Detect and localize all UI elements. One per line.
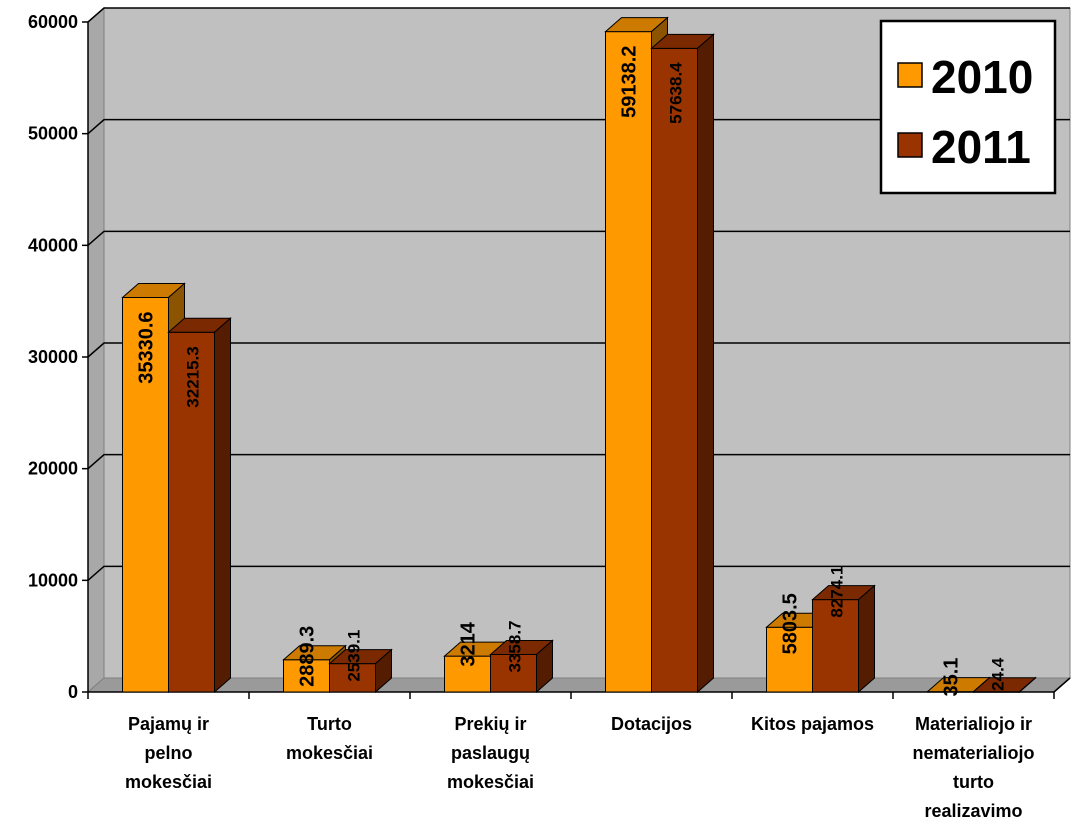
bar-front [329, 663, 376, 693]
bar-2011-2 [489, 639, 554, 694]
data-label: 57638.4 [667, 62, 686, 124]
category-labels: Pajamų ir pelno mokesčiai Turto mokesčiai Pre… [125, 714, 1035, 821]
bar-front [651, 47, 698, 693]
data-label: 5803.5 [780, 593, 802, 654]
gridline [87, 565, 1070, 581]
bar-front [605, 31, 652, 693]
y-tick-label: 20000 [28, 459, 78, 479]
bar-side [1019, 676, 1036, 694]
gridlines [87, 7, 1070, 581]
tick-labels: 0 10000 20000 30000 40000 50000 60000 [28, 12, 78, 702]
bar-2011-3 [650, 33, 715, 694]
bar-2011-1 [328, 648, 393, 694]
data-label: 35330.6 [136, 311, 158, 383]
gridline [87, 118, 1070, 135]
y-tick-label: 40000 [28, 235, 78, 255]
data-labels: 35330.6 32215.3 2889.3 2539.1 3214 3358.7 5913… [136, 46, 1008, 697]
bar-2011-0 [167, 317, 232, 694]
gridline [87, 453, 1070, 470]
bars [121, 16, 1037, 694]
bar-front [490, 653, 537, 693]
x-category-label: Materialiojo ir nematerialiojo turto realiz… [912, 714, 1034, 821]
legend-swatch [897, 62, 923, 88]
x-axis-end [1053, 677, 1071, 693]
legend-swatch [897, 132, 923, 158]
x-category-label: Pajamų ir pelno mokesčiai [125, 714, 212, 792]
bar-2011-5 [972, 676, 1037, 694]
bar-front [168, 331, 215, 693]
bar-side [697, 33, 714, 694]
data-label: 32215.3 [184, 346, 203, 407]
gridline [87, 7, 1070, 23]
y-tick-label: 50000 [28, 124, 78, 144]
x-category-label: Dotacijos [611, 714, 692, 734]
legend-box [879, 19, 1057, 195]
data-label: 3214 [458, 621, 480, 666]
bar-side [214, 317, 231, 694]
bar-front [283, 659, 330, 693]
data-label: 35.1 [941, 658, 963, 697]
y-tick-label: 0 [68, 682, 78, 702]
gridline [87, 342, 1070, 358]
bar-front [122, 296, 169, 693]
axes [82, 21, 1071, 699]
bar-side [536, 639, 553, 694]
data-label: 3358.7 [506, 620, 525, 672]
bar-2011-4 [811, 584, 876, 694]
legend: 2010 2011 [879, 19, 1057, 195]
x-category-label: Prekių ir paslaugų mokesčiai [447, 714, 534, 792]
x-category-label: Turto mokesčiai [286, 714, 373, 763]
y-tick-label: 60000 [28, 12, 78, 32]
y-tick-label: 30000 [28, 347, 78, 367]
legend-label: 2011 [931, 121, 1031, 173]
bar-front [812, 599, 859, 693]
x-category-label: Kitos pajamos [751, 714, 874, 734]
floor [86, 677, 1072, 693]
data-label: 2889.3 [297, 626, 319, 687]
legend-label: 2010 [931, 51, 1033, 103]
bar-side [858, 584, 875, 694]
data-label: 2539.1 [345, 630, 364, 682]
y-tick-label: 10000 [28, 570, 78, 590]
data-label: 59138.2 [619, 46, 641, 118]
bar-side [375, 648, 392, 694]
data-label: 8274.1 [828, 566, 847, 618]
bar-front [444, 655, 491, 693]
gridline [87, 230, 1070, 246]
data-label: 24.4 [989, 657, 1008, 691]
